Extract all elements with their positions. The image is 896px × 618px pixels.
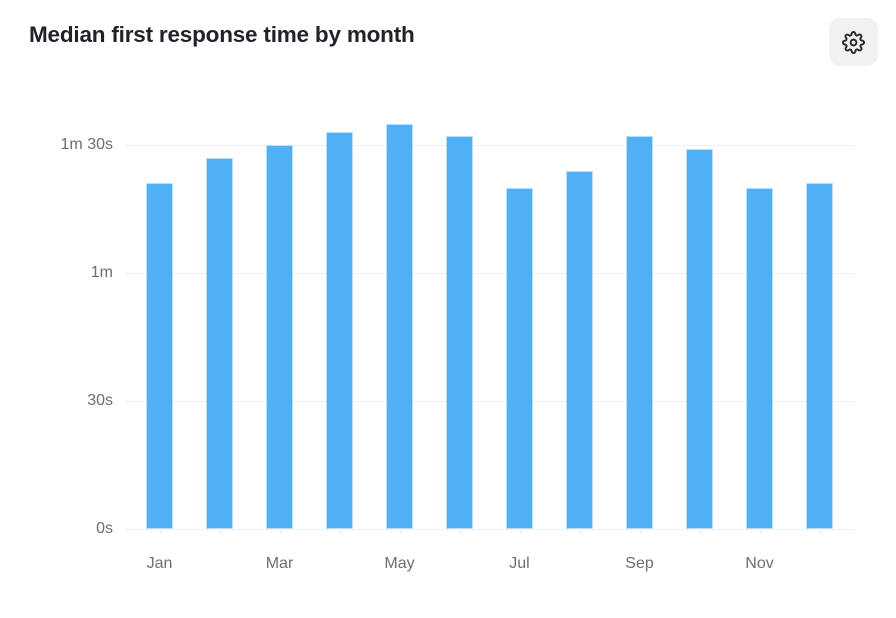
bar-aug[interactable] [566,170,593,529]
gear-icon [842,30,865,54]
x-axis-label: May [384,555,415,572]
bar-jun[interactable] [446,136,473,529]
x-axis-tick [339,530,341,533]
y-axis-label: 1m [90,264,113,281]
bar-jul[interactable] [506,187,533,529]
x-axis-tick [279,530,281,533]
bar-dec[interactable] [806,183,833,529]
x-axis-label: Sep [625,555,654,572]
bar-may[interactable] [386,123,413,529]
settings-button[interactable] [829,18,878,66]
x-axis-label: Nov [745,555,774,572]
x-axis-tick [639,530,641,533]
bar-oct[interactable] [686,149,713,529]
bar-sep[interactable] [626,136,653,529]
x-axis-tick [699,530,701,533]
x-axis-tick [399,530,401,533]
bar-nov[interactable] [746,187,773,529]
x-axis-label: Jan [146,555,173,572]
y-axis-label: 30s [87,392,113,409]
x-axis-tick [159,530,161,533]
bar-mar[interactable] [266,145,293,529]
bar-apr[interactable] [326,132,353,529]
x-axis-tick [459,530,461,533]
gridline [126,145,854,146]
y-axis-label: 0s [96,520,113,537]
chart-title: Median first response time by month [29,22,415,47]
gridline [126,273,854,274]
x-axis-baseline [126,529,854,530]
x-axis-tick [579,530,581,533]
gridline [126,401,854,402]
x-axis-tick [759,530,761,533]
bar-feb[interactable] [206,157,233,529]
y-axis-label: 1m 30s [60,136,113,153]
x-axis-tick [519,530,521,533]
x-axis-label: Jul [509,555,530,572]
x-axis-label: Mar [265,555,294,572]
bar-jan[interactable] [146,183,173,529]
x-axis-tick [219,530,221,533]
x-axis-tick [819,530,821,533]
